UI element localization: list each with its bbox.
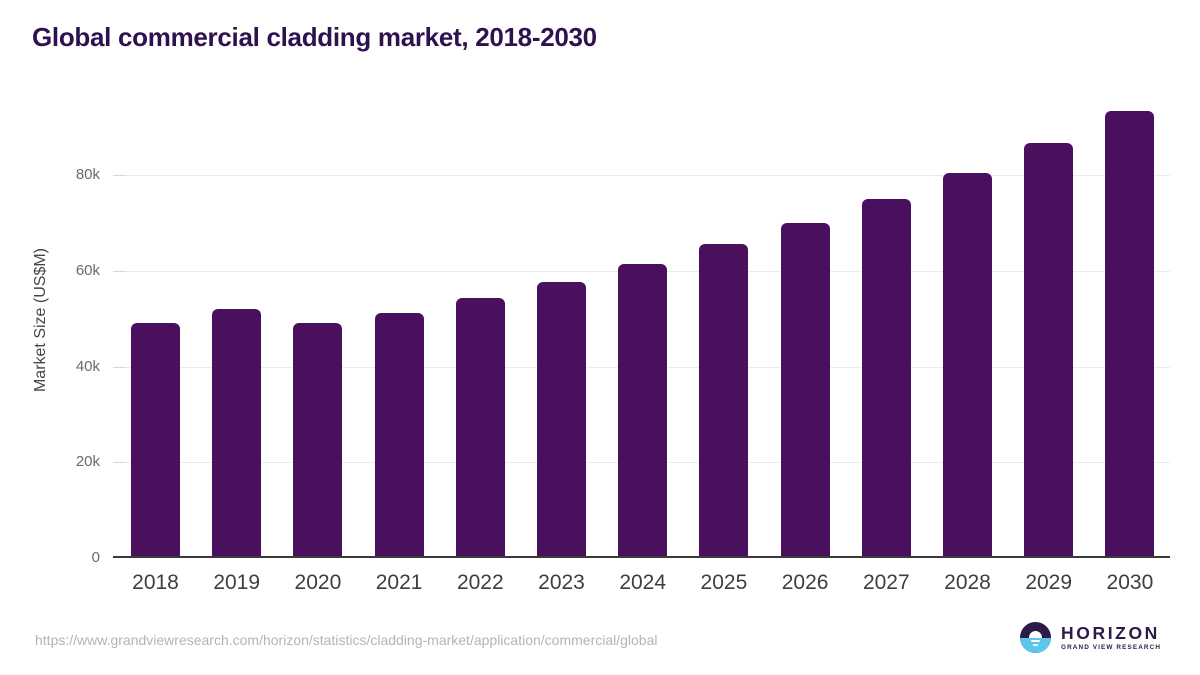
bar-2027[interactable] <box>861 199 911 558</box>
x-axis-line <box>113 556 1170 558</box>
y-tick-label-0: 0 <box>91 549 100 566</box>
x-tick-label-2025: 2025 <box>700 571 748 594</box>
bar-2021[interactable] <box>374 312 424 558</box>
bar-2028[interactable] <box>943 172 992 558</box>
x-tick-label-2030: 2030 <box>1106 571 1154 594</box>
chart-title: Global commercial cladding market, 2018-… <box>32 22 597 52</box>
x-tick-label-2023: 2023 <box>538 571 585 594</box>
y-tickmark <box>113 462 126 464</box>
logo-reflection-shape <box>1033 643 1038 646</box>
bar-2022[interactable] <box>455 298 505 558</box>
bar-2025[interactable] <box>699 243 749 558</box>
x-tick-label-2020: 2020 <box>294 571 342 594</box>
logo-subname: GRAND VIEW RESEARCH <box>1061 644 1162 651</box>
bar-2026[interactable] <box>780 222 830 558</box>
y-tick-label-20k: 20k <box>75 453 100 471</box>
x-tick-label-2028: 2028 <box>944 571 991 594</box>
y-tick-label-40k: 40k <box>75 357 100 375</box>
x-tick-label-2026: 2026 <box>781 571 829 594</box>
logo-name: HORIZON <box>1061 623 1160 643</box>
y-tickmark <box>113 270 126 272</box>
bar-2024[interactable] <box>618 264 668 558</box>
y-tick-label-60k: 60k <box>75 261 100 279</box>
bar-2018[interactable] <box>131 322 180 558</box>
logo-reflection-shape <box>1031 640 1040 642</box>
x-tick-label-2024: 2024 <box>619 571 667 594</box>
logo-sun-shape <box>1029 631 1042 638</box>
y-tickmark <box>113 366 126 368</box>
x-tick-label-2019: 2019 <box>213 571 261 594</box>
y-tick-label-80k: 80k <box>75 166 100 183</box>
x-tick-label-2027: 2027 <box>862 571 910 594</box>
bar-2030[interactable] <box>1105 110 1155 558</box>
x-tick-label-2029: 2029 <box>1025 571 1073 594</box>
logo-wordmark: HORIZON GRAND VIEW RESEARCH <box>1061 624 1161 651</box>
horizon-sunset-icon <box>1020 622 1051 653</box>
x-tick-label-2021: 2021 <box>375 571 423 594</box>
horizon-logo[interactable]: HORIZON GRAND VIEW RESEARCH <box>1020 622 1161 653</box>
gridline-80k <box>113 175 1170 176</box>
bar-2023[interactable] <box>537 282 586 558</box>
source-url: https://www.grandviewresearch.com/horizo… <box>35 632 658 648</box>
bar-2019[interactable] <box>212 309 262 558</box>
x-tick-label-2022: 2022 <box>456 571 504 594</box>
y-tickmark <box>113 175 126 176</box>
bar-2029[interactable] <box>1024 143 1074 558</box>
x-tick-label-2018: 2018 <box>132 571 179 594</box>
bar-2020[interactable] <box>293 322 343 558</box>
